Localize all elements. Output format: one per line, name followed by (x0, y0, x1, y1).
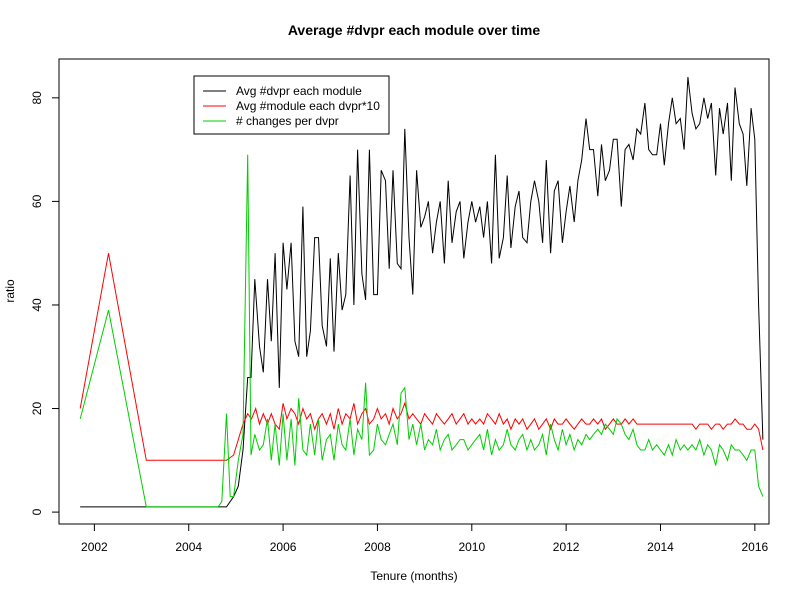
legend-box (193, 75, 390, 135)
chart-title: Average #dvpr each module over time (288, 22, 541, 38)
series-layer (79, 77, 764, 508)
series-line-3 (79, 154, 764, 508)
x-tick-label: 2002 (81, 540, 108, 554)
series-line-1 (80, 77, 764, 508)
series-line-2 (79, 253, 764, 461)
y-tick-label: 80 (30, 91, 44, 105)
y-axis-label: ratio (3, 279, 17, 303)
y-tick-label: 0 (30, 508, 44, 515)
x-tick-label: 2016 (741, 540, 768, 554)
legend-entry-label: Avg #dvpr each module (236, 84, 362, 98)
x-axis-label: Tenure (months) (370, 569, 457, 583)
y-tick-label: 20 (30, 402, 44, 416)
y-axis: 0 20 40 60 80 (30, 91, 60, 515)
x-axis: 2002 2004 2006 2008 2010 2012 2014 2016 (81, 523, 769, 554)
x-tick-label: 2008 (364, 540, 391, 554)
x-tick-label: 2012 (553, 540, 580, 554)
legend-entry-label: # changes per dvpr (236, 114, 339, 128)
legend-entry-label: Avg #module each dvpr*10 (236, 99, 380, 113)
x-tick-label: 2004 (175, 540, 202, 554)
y-tick-label: 60 (30, 194, 44, 208)
y-tick-label: 40 (30, 298, 44, 312)
x-tick-label: 2014 (647, 540, 674, 554)
x-tick-label: 2006 (270, 540, 297, 554)
x-tick-label: 2010 (458, 540, 485, 554)
